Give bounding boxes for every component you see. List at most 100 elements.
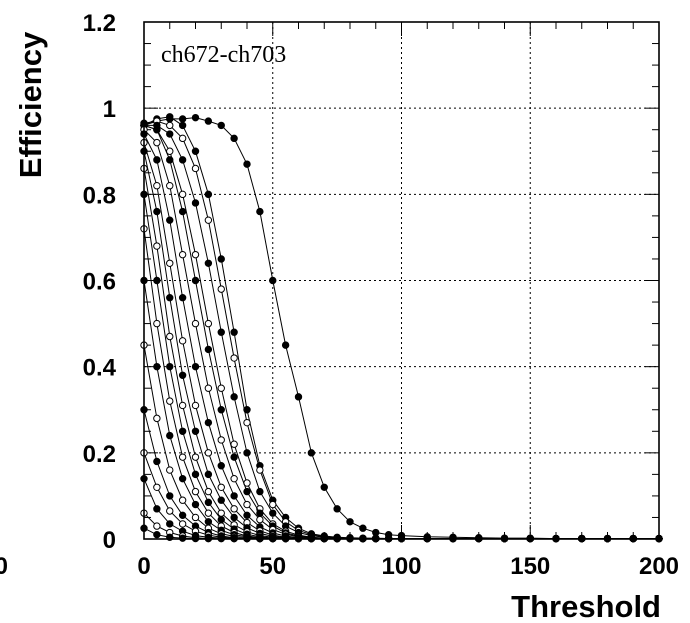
data-point: [178, 250, 187, 259]
data-point: [217, 496, 225, 504]
data-point: [191, 487, 200, 496]
data-point: [217, 515, 225, 524]
data-point: [204, 487, 213, 496]
data-point: [256, 466, 264, 474]
y-tick-label: 1.2: [83, 10, 116, 37]
series-9: [140, 138, 663, 543]
data-point: [204, 216, 213, 224]
data-point: [359, 524, 367, 532]
data-point: [153, 414, 161, 423]
data-point: [178, 134, 187, 143]
y-tick-label: 1: [103, 96, 116, 123]
data-point: [204, 518, 213, 526]
data-point: [178, 121, 187, 130]
data-point: [191, 513, 200, 522]
data-point: [191, 199, 200, 207]
data-point: [204, 384, 213, 392]
data-point: [166, 332, 174, 341]
y-tick-label: 0.6: [83, 269, 116, 296]
data-point: [178, 427, 187, 435]
data-point: [178, 115, 187, 123]
data-point: [204, 190, 213, 199]
x-tick-label: 50: [259, 553, 286, 580]
data-point: [191, 113, 200, 122]
data-point: [269, 276, 277, 285]
data-point: [191, 276, 200, 285]
data-point: [217, 384, 225, 392]
data-point: [230, 393, 238, 401]
data-point: [243, 160, 251, 168]
data-point: [217, 462, 225, 470]
data-point: [204, 319, 213, 328]
data-point: [256, 515, 264, 524]
data-point: [204, 259, 213, 267]
data-point: [166, 492, 174, 500]
data-point: [346, 518, 354, 526]
data-point: [153, 138, 161, 147]
data-point: [217, 436, 225, 444]
plot-frame: [143, 21, 660, 540]
data-point: [204, 345, 213, 354]
data-point: [320, 483, 328, 491]
data-point: [178, 371, 187, 379]
data-point: [204, 418, 213, 427]
data-point: [166, 156, 174, 164]
data-point: [230, 505, 238, 513]
data-point: [153, 126, 161, 134]
data-point: [153, 457, 161, 466]
data-point: [230, 453, 238, 461]
y-tick-label: 0.8: [83, 182, 116, 209]
x-tick-label-clipped: 100: [0, 553, 8, 580]
data-point: [269, 500, 277, 509]
data-point: [166, 182, 174, 190]
x-tick-label: 100: [381, 553, 421, 580]
data-point: [217, 328, 225, 336]
data-point: [153, 242, 161, 250]
x-tick-label: 150: [510, 553, 550, 580]
series-line: [143, 151, 659, 540]
data-point: [217, 285, 225, 293]
data-point: [230, 440, 238, 448]
chart-grid: [144, 22, 659, 539]
data-point: [178, 337, 187, 345]
data-point: [204, 449, 213, 457]
data-point: [191, 500, 200, 509]
data-point: [153, 362, 161, 371]
chart-title: ch672-ch703: [161, 42, 286, 68]
data-point: [217, 121, 225, 130]
data-point: [269, 509, 277, 517]
data-point: [153, 182, 161, 190]
data-point: [178, 156, 187, 164]
data-point: [204, 498, 213, 507]
x-tick-label: 200: [639, 553, 679, 580]
y-tick-label: 0.2: [83, 441, 116, 468]
data-point: [230, 492, 238, 500]
data-point: [178, 190, 187, 199]
data-point: [178, 401, 187, 410]
data-point: [153, 276, 161, 285]
data-point: [217, 509, 225, 517]
data-point: [166, 113, 174, 121]
data-point: [178, 496, 187, 504]
data-point: [178, 207, 187, 216]
data-point: [243, 406, 251, 414]
data-point: [243, 511, 251, 520]
data-point: [166, 294, 174, 302]
data-point: [191, 164, 200, 173]
minor-ticks: [143, 21, 660, 540]
data-point: [217, 406, 225, 414]
data-point: [294, 393, 303, 401]
data-point: [230, 513, 238, 522]
data-point: [191, 453, 200, 461]
data-point: [166, 362, 174, 371]
x-tick-label: 0: [137, 553, 150, 580]
data-point: [256, 207, 264, 216]
y-tick-label: 0.4: [83, 355, 117, 382]
data-point: [166, 520, 174, 528]
data-point: [166, 397, 174, 405]
data-point: [217, 255, 225, 263]
y-tick-label: 0: [103, 527, 116, 554]
data-point: [333, 505, 341, 513]
data-point: [191, 470, 200, 479]
